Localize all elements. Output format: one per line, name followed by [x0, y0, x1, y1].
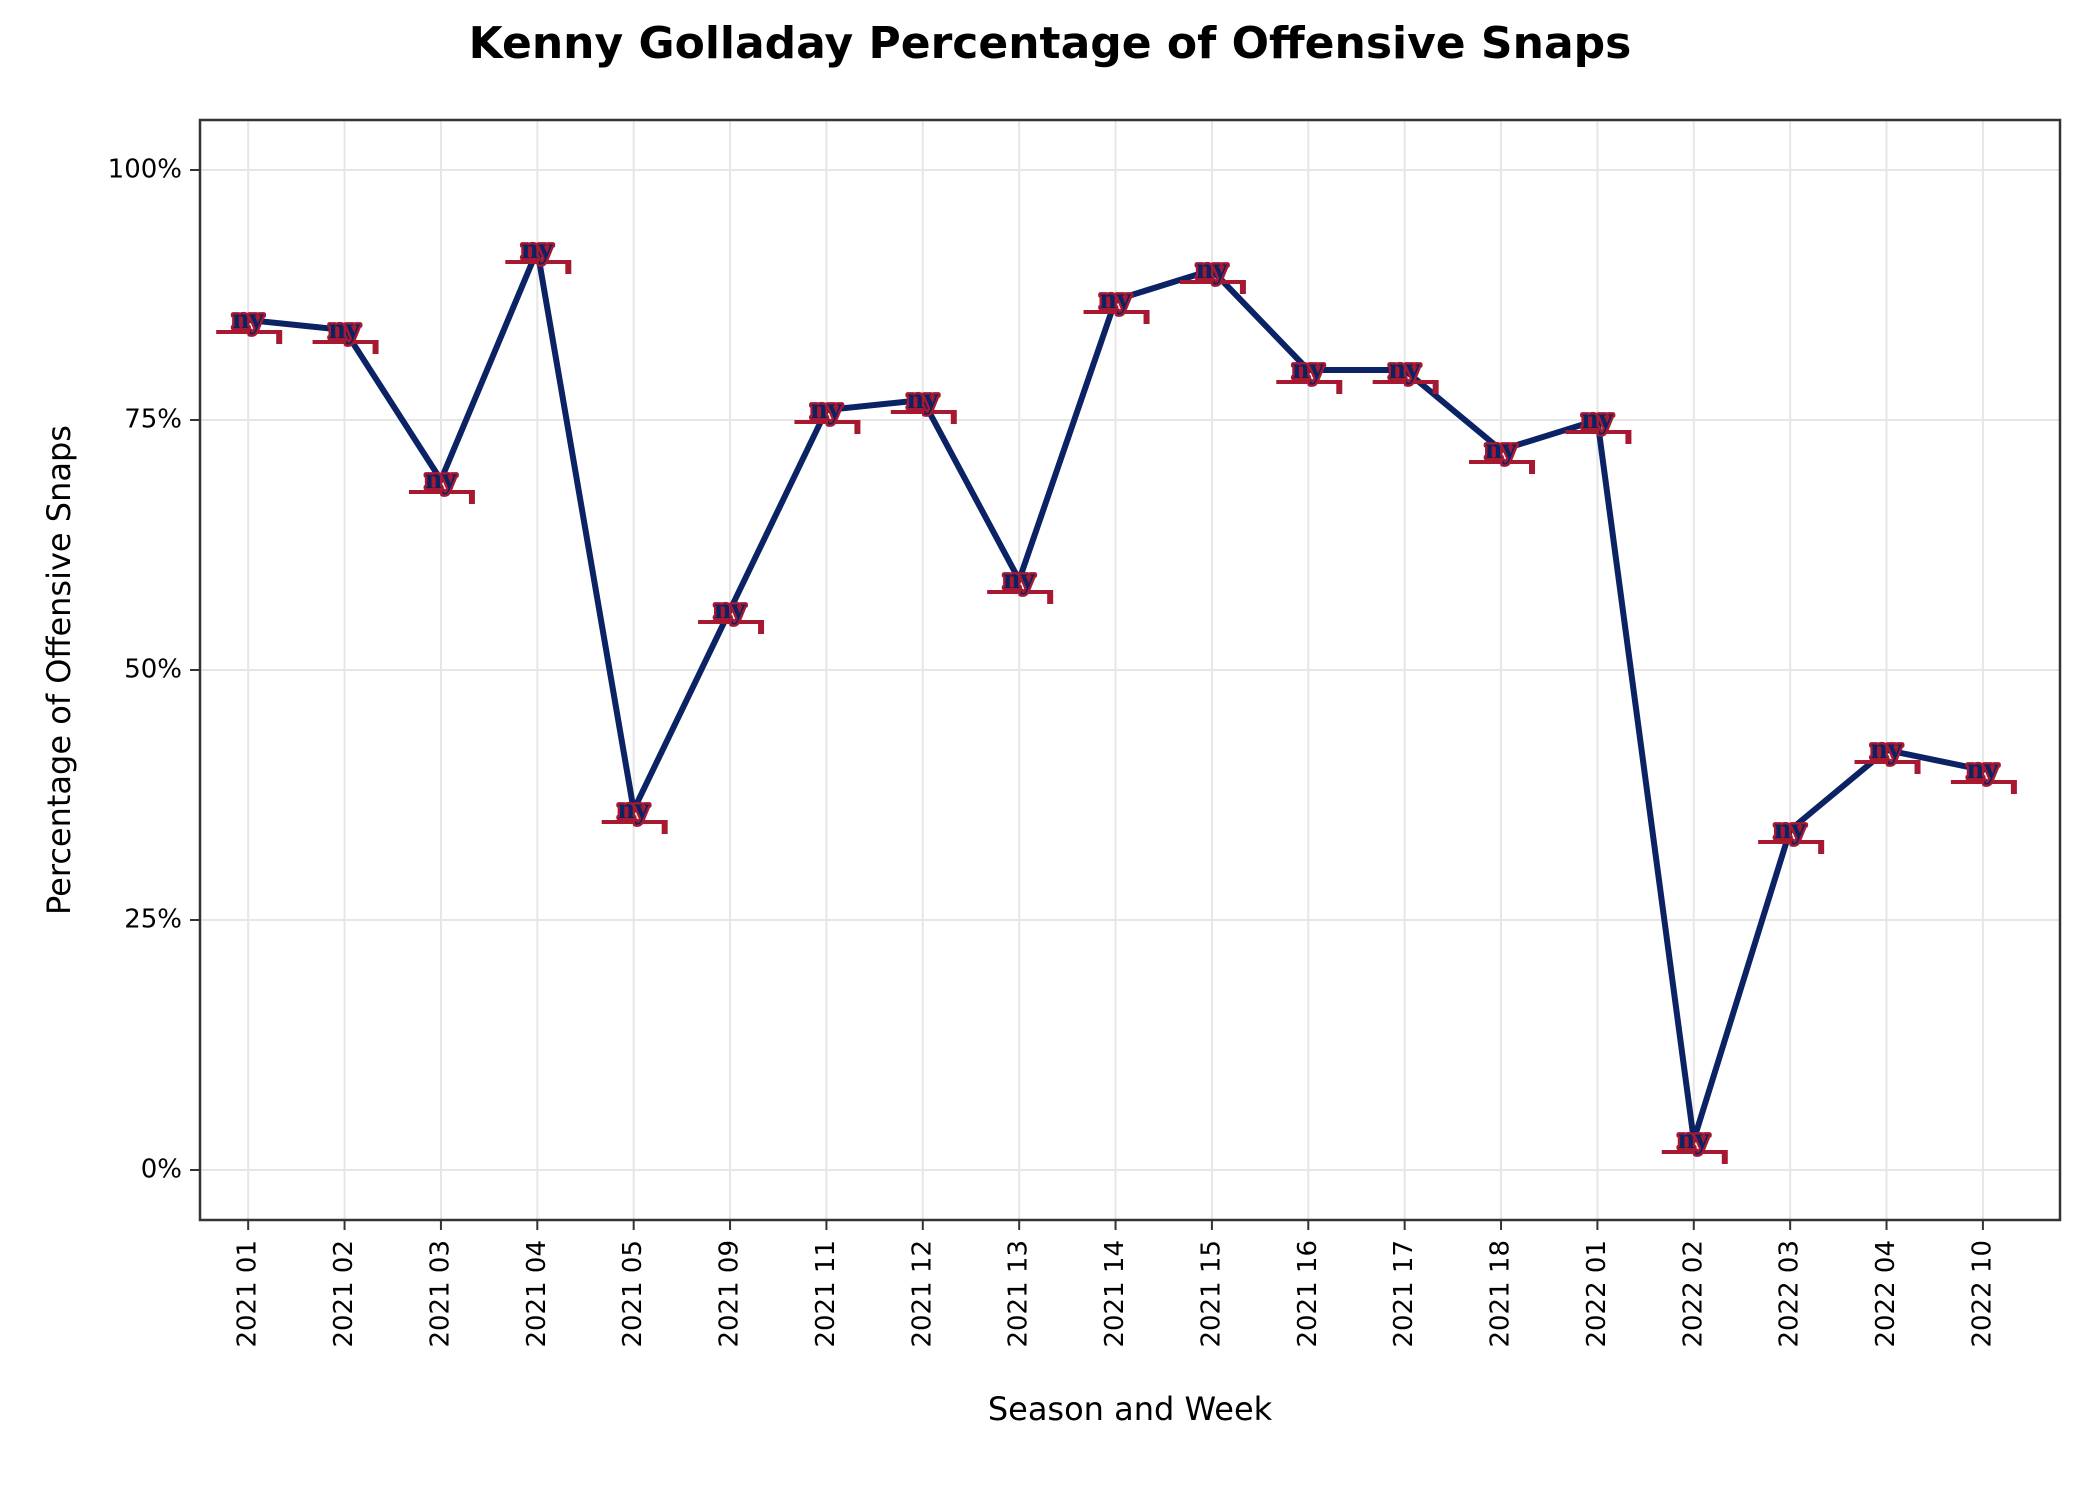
line-chart: 0%25%50%75%100%2021 012021 022021 032021… — [0, 0, 2100, 1500]
x-tick-label: 2021 05 — [618, 1240, 648, 1348]
x-tick-label: 2021 03 — [425, 1240, 455, 1348]
svg-text:ny: ny — [232, 302, 264, 335]
chart-title: Kenny Golladay Percentage of Offensive S… — [0, 18, 2100, 69]
svg-text:ny: ny — [1292, 352, 1324, 385]
svg-text:ny: ny — [1003, 562, 1035, 595]
svg-text:ny: ny — [811, 392, 843, 425]
svg-text:ny: ny — [1774, 812, 1806, 845]
svg-text:ny: ny — [1100, 282, 1132, 315]
x-tick-label: 2022 02 — [1678, 1240, 1708, 1348]
x-tick-label: 2022 01 — [1582, 1240, 1612, 1348]
svg-text:ny: ny — [1485, 432, 1517, 465]
x-tick-label: 2021 13 — [1004, 1240, 1034, 1348]
svg-text:ny: ny — [425, 462, 457, 495]
x-tick-label: 2021 11 — [811, 1240, 841, 1348]
x-tick-label: 2022 10 — [1967, 1240, 1997, 1348]
svg-text:ny: ny — [1196, 252, 1228, 285]
svg-text:ny: ny — [1967, 752, 1999, 785]
x-tick-label: 2021 02 — [329, 1240, 359, 1348]
y-tick-label: 0% — [141, 1155, 182, 1185]
x-tick-label: 2022 03 — [1775, 1240, 1805, 1348]
x-tick-label: 2021 18 — [1486, 1240, 1516, 1348]
svg-text:ny: ny — [329, 312, 361, 345]
y-tick-label: 50% — [124, 655, 182, 685]
x-tick-label: 2021 16 — [1293, 1240, 1323, 1348]
y-axis: 0% 25% 50% 75% 100% — [108, 155, 200, 1185]
svg-text:ny: ny — [1678, 1122, 1710, 1155]
x-axis: 2021 01 2021 02 2021 03 2021 04 2021 05 2021 … — [233, 1220, 1998, 1348]
x-tick-label: 2021 04 — [522, 1240, 552, 1348]
x-tick-label: 2021 01 — [233, 1240, 263, 1348]
y-axis-label: Percentage of Offensive Snaps — [40, 425, 78, 915]
x-tick-label: 2021 09 — [715, 1240, 745, 1348]
svg-text:ny: ny — [907, 382, 939, 415]
y-tick-label: 25% — [124, 905, 182, 935]
chart-container: Kenny Golladay Percentage of Offensive S… — [0, 0, 2100, 1500]
svg-text:ny: ny — [521, 232, 553, 265]
y-tick-label: 100% — [108, 155, 182, 185]
svg-text:ny: ny — [1871, 732, 1903, 765]
x-tick-label: 2021 15 — [1196, 1240, 1226, 1348]
x-tick-label: 2021 17 — [1389, 1240, 1419, 1348]
svg-text:ny: ny — [618, 792, 650, 825]
y-tick-label: 75% — [124, 405, 182, 435]
x-tick-label: 2021 12 — [907, 1240, 937, 1348]
x-tick-label: 2021 14 — [1100, 1240, 1130, 1348]
svg-text:ny: ny — [1582, 402, 1614, 435]
svg-text:ny: ny — [714, 592, 746, 625]
x-axis-label: Season and Week — [988, 1390, 1273, 1428]
svg-text:ny: ny — [1389, 352, 1421, 385]
x-tick-label: 2022 04 — [1871, 1240, 1901, 1348]
